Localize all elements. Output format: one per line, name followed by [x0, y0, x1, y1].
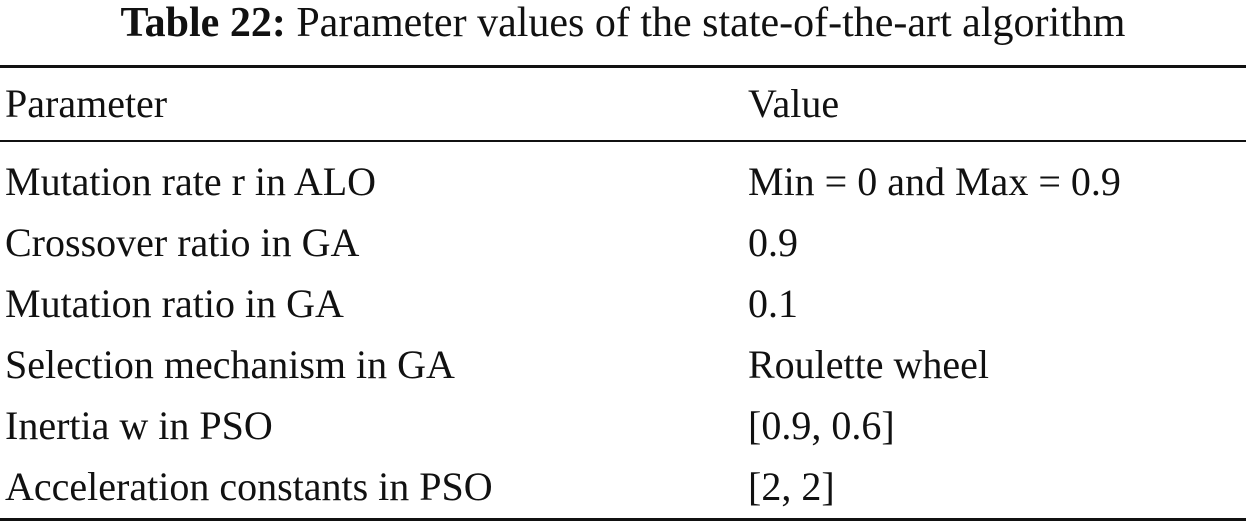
row-value: [2, 2] — [748, 464, 835, 509]
row-parameter: Inertia w in PSO — [5, 403, 273, 448]
table-top-rule — [0, 65, 1246, 68]
row-parameter: Crossover ratio in GA — [5, 220, 360, 265]
table-caption-text: Parameter values of the state-of-the-art… — [296, 0, 1126, 46]
table-row: Mutation rate r in ALO Min = 0 and Max =… — [0, 151, 1246, 212]
table-row: Inertia w in PSO [0.9, 0.6] — [0, 395, 1246, 456]
table-header-row: Parameter Value — [0, 70, 1246, 138]
row-parameter: Acceleration constants in PSO — [5, 464, 493, 509]
table-caption-label: Table 22: — [120, 0, 286, 46]
row-parameter: Mutation ratio in GA — [5, 281, 344, 326]
row-parameter: Mutation rate r in ALO — [5, 159, 377, 204]
row-value: 0.9 — [748, 220, 798, 265]
row-parameter: Selection mechanism in GA — [5, 342, 455, 387]
table-row: Selection mechanism in GA Roulette wheel — [0, 334, 1246, 395]
table-caption: Table 22: Parameter values of the state-… — [0, 0, 1246, 56]
table-row: Acceleration constants in PSO [2, 2] — [0, 456, 1246, 517]
row-value: [0.9, 0.6] — [748, 403, 895, 448]
row-value: Min = 0 and Max = 0.9 — [748, 159, 1121, 204]
header-value: Value — [748, 81, 840, 126]
table-row: Crossover ratio in GA 0.9 — [0, 212, 1246, 273]
header-parameter: Parameter — [5, 81, 168, 126]
table-bottom-rule — [0, 518, 1246, 521]
row-value: 0.1 — [748, 281, 798, 326]
table-header-rule — [0, 140, 1246, 142]
row-value: Roulette wheel — [748, 342, 990, 387]
table-row: Mutation ratio in GA 0.1 — [0, 273, 1246, 334]
